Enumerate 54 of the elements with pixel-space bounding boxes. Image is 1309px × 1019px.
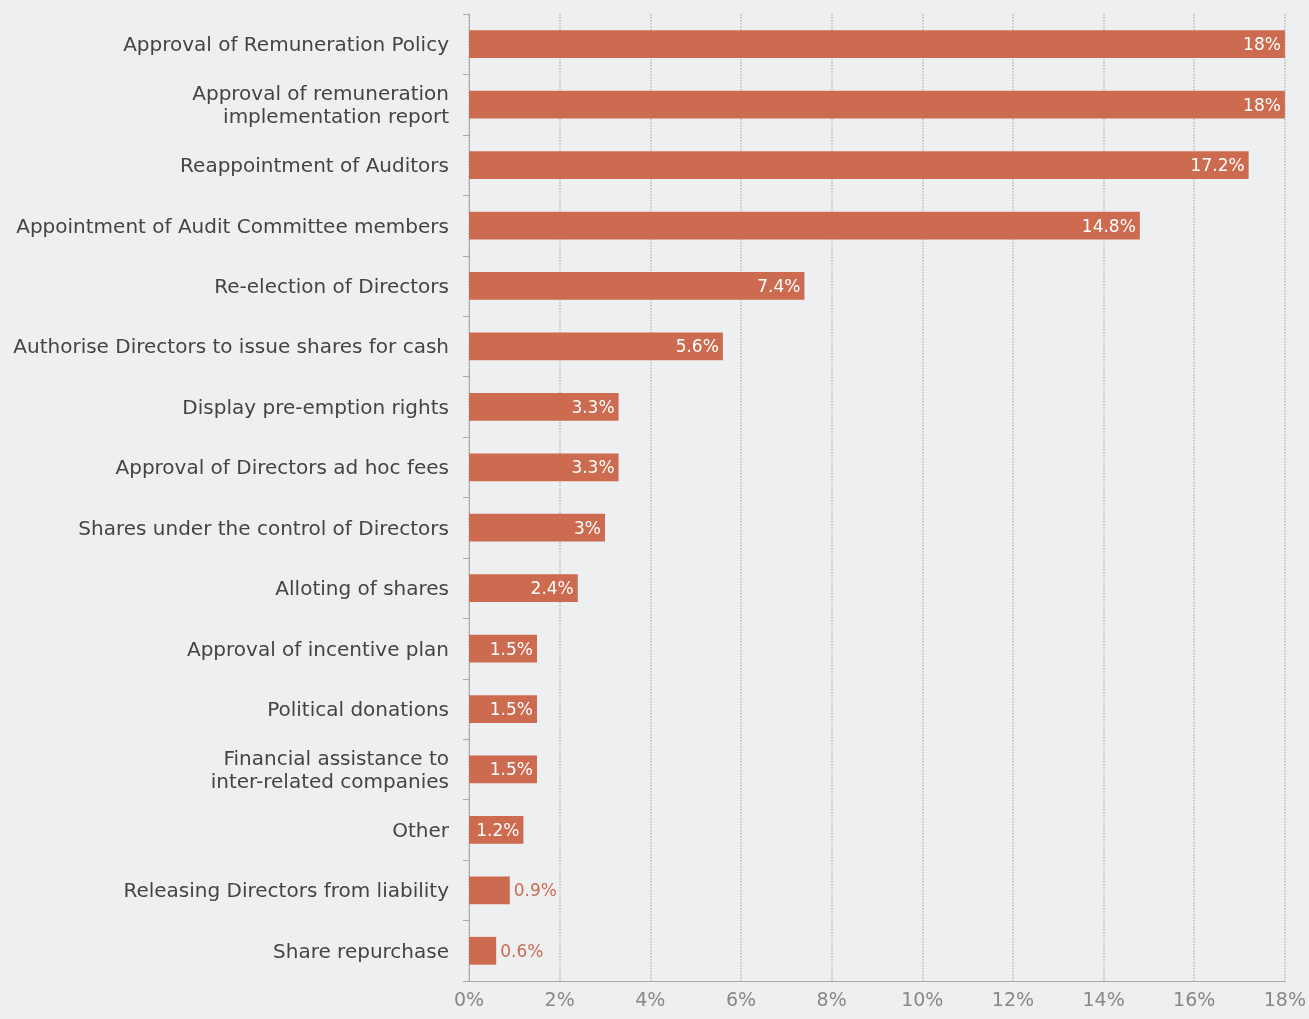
y-tick-label: Approval of incentive plan [186,636,449,661]
y-tick-label: Approval of Directors ad hoc fees [115,455,449,480]
x-tick-label: 0% [453,987,485,1010]
x-tick-label: 16% [1173,987,1216,1010]
bar [469,151,1249,179]
y-tick-label: Political donations [267,697,449,722]
data-label: 5.6% [675,336,719,357]
y-tick-label: Reappointment of Auditors [180,153,449,178]
y-tick-label: Display pre-emption rights [182,394,449,419]
bar [469,574,578,603]
data-label: 17.2% [1190,155,1245,176]
x-tick-label: 18% [1263,987,1306,1010]
y-tick-label: Shares under the control of Directors [78,515,449,540]
bar [469,332,723,361]
bar [469,936,497,965]
y-tick-label: Share repurchase [273,938,449,963]
data-label: 3.3% [571,457,615,478]
data-label: 3.3% [571,396,615,417]
bar [469,211,1140,240]
y-tick-label: Authorise Directors to issue shares for cash [13,334,449,359]
data-label: 1.2% [476,819,520,840]
x-tick-label: 12% [991,987,1035,1010]
data-label: 7.4% [757,275,801,296]
y-tick-label: Other [392,817,450,842]
y-tick-label: Approval of Remuneration Policy [123,32,450,57]
data-label: 0.6% [500,940,544,961]
bar [469,90,1285,119]
data-label: 1.5% [489,638,533,659]
bar [469,392,619,421]
data-label: 0.9% [513,880,557,901]
bar [469,30,1285,59]
data-label: 1.5% [489,699,533,720]
y-tick-label: Appointment of Audit Committee members [16,213,449,238]
bar [469,453,619,482]
x-tick-label: 2% [544,987,575,1010]
data-label: 18% [1243,94,1281,115]
bar [469,876,510,905]
y-tick-label: Approval of remuneration implementation report [192,81,450,129]
data-label: 3% [574,517,601,538]
bar [469,272,805,300]
y-tick-label: Financial assistance to inter-related companies [210,745,449,793]
data-label: 1.5% [489,759,533,780]
x-tick-label: 4% [635,987,666,1010]
data-label: 18% [1243,34,1281,55]
y-tick-label: Releasing Directors from liability [123,878,450,903]
bar [469,513,605,542]
y-tick-label: Re-election of Directors [214,273,449,298]
data-label: 14.8% [1081,215,1136,236]
x-tick-label: 10% [901,987,944,1010]
y-tick-label: Alloting of shares [275,576,449,601]
data-label: 2.4% [530,578,574,599]
x-tick-label: 14% [1082,987,1125,1010]
x-tick-label: 8% [816,987,847,1010]
x-tick-label: 6% [725,987,757,1010]
